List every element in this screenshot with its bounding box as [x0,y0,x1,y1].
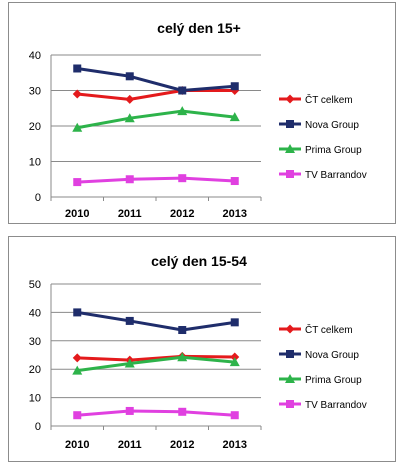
legend-label: Prima Group [305,375,362,386]
data-point [72,89,82,99]
data-point [125,406,134,415]
data-point [178,326,187,335]
y-tick-label: 30 [29,86,41,98]
legend-label: Nova Group [305,120,359,131]
legend-marker [286,400,294,408]
data-point [178,174,187,183]
legend-label: TV Barrandov [305,170,367,181]
legend-marker [286,350,294,358]
y-tick-label: 40 [29,50,41,62]
legend-marker [285,374,295,383]
data-point [73,64,82,73]
x-tick-label: 2011 [118,208,142,220]
data-point [72,122,83,132]
data-point [229,112,240,122]
data-point [230,318,239,327]
y-tick-label: 50 [29,279,41,291]
y-tick-label: 40 [29,307,41,319]
data-point [125,175,134,184]
line-chart: celý den 15+ 0 10 20 30 40 2010 2011 2012 2013 Č… [29,20,367,220]
legend-label: TV Barrandov [305,400,367,411]
series-line [77,176,235,184]
x-tick-label: 2012 [170,208,194,220]
legend-label: ČT celkem [305,93,353,106]
series-line [77,355,235,373]
series-line [77,89,235,101]
legend-marker [285,324,295,334]
data-point [230,82,239,91]
data-point [73,308,82,317]
data-point [177,352,188,362]
data-point [124,113,135,123]
x-tick-label: 2010 [65,208,89,220]
chart-panel-15plus: celý den 15+ 0 10 20 30 40 2010 2011 2012 2013 Č… [8,2,396,224]
y-tick-label: 30 [29,336,41,348]
series-line [77,310,235,332]
legend-label: ČT celkem [305,323,353,336]
data-point [124,358,135,368]
data-point [229,357,240,367]
x-tick-label: 2013 [223,439,247,451]
series-line [76,109,235,130]
data-point [230,352,240,362]
data-point [72,365,83,375]
data-point [230,177,239,186]
line-chart: celý den 15-54 0 10 20 30 40 50 2010 2011 2012 20… [29,253,367,451]
chart-title: celý den 15-54 [151,253,247,269]
chart-panel-15-54: celý den 15-54 0 10 20 30 40 50 2010 2011 2012 20… [8,236,396,462]
data-point [230,411,239,420]
y-tick-label: 20 [29,364,41,376]
data-point [125,94,135,104]
data-point [73,178,82,187]
data-point [178,407,187,416]
x-tick-label: 2011 [118,439,142,451]
series-line [77,354,235,362]
data-point [73,411,82,420]
y-tick-label: 0 [35,421,41,433]
x-tick-label: 2012 [170,439,194,451]
legend-marker [286,170,294,178]
data-point [125,72,134,81]
data-point [72,353,82,363]
data-point [177,106,188,116]
y-tick-label: 20 [29,121,41,133]
x-tick-label: 2010 [65,439,89,451]
y-tick-label: 10 [29,157,41,169]
legend-marker [286,120,294,128]
legend-label: Nova Group [305,350,359,361]
series-line [77,409,235,417]
chart-title: celý den 15+ [157,20,241,36]
legend-marker [285,144,295,153]
legend-label: Prima Group [305,145,362,156]
series-line [77,67,235,92]
data-point [125,316,134,325]
x-tick-label: 2013 [223,208,247,220]
legend-marker [285,94,295,104]
y-tick-label: 10 [29,393,41,405]
data-point [178,86,187,95]
y-tick-label: 0 [35,192,41,204]
